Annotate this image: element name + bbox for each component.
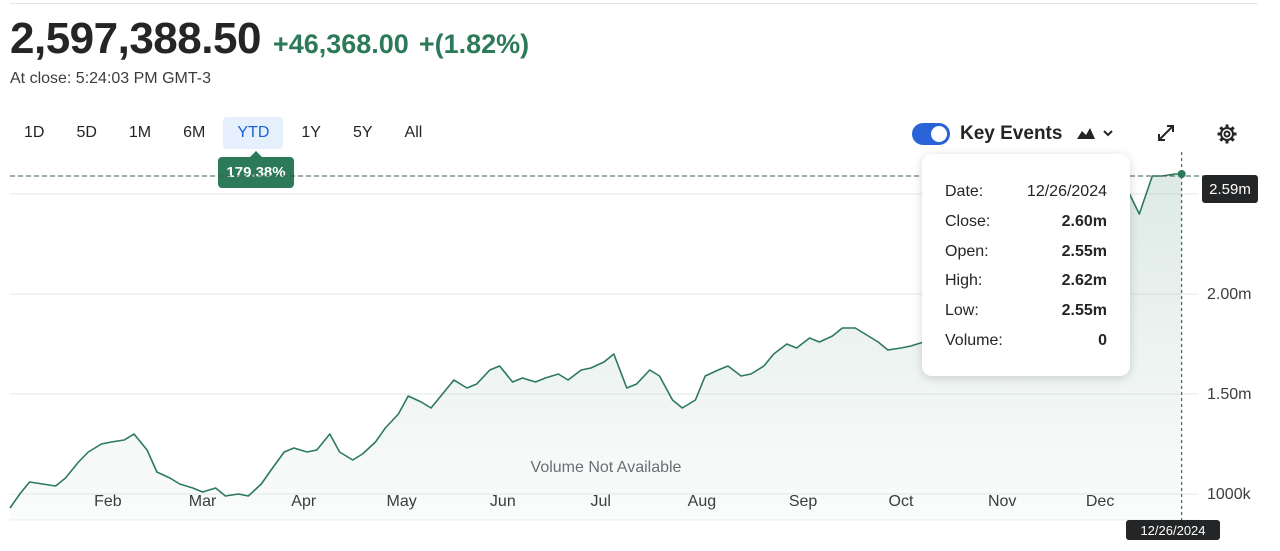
range-ytd[interactable]: YTD [223, 117, 284, 149]
x-tick-label: Dec [1086, 493, 1114, 510]
x-tick-label: Feb [94, 493, 122, 510]
tooltip-row-open: Open: 2.55m [945, 243, 1107, 260]
data-tooltip: Date: 12/26/2024 Close: 2.60m Open: 2.55… [922, 154, 1130, 376]
range-5d[interactable]: 5D [76, 124, 97, 141]
range-6m[interactable]: 6M [183, 124, 206, 141]
x-tick-label: Jun [490, 493, 516, 510]
x-tick-label: Apr [291, 493, 317, 510]
x-tick-label: Oct [889, 493, 914, 510]
x-tick-label: Mar [189, 493, 217, 510]
settings-gear-icon[interactable] [1217, 124, 1237, 144]
tooltip-row-high: High: 2.62m [945, 272, 1107, 289]
cursor-value-label: 2.59m [1202, 175, 1258, 203]
x-tick-label: Sep [789, 493, 818, 510]
tooltip-row-close: Close: 2.60m [945, 213, 1107, 230]
range-5y[interactable]: 5Y [352, 124, 373, 141]
range-1y[interactable]: 1Y [301, 124, 321, 141]
series-area [10, 174, 1182, 520]
toggle-knob [931, 126, 947, 142]
range-selector: 1D 5D 1M 6M YTD 1Y 5Y All [10, 117, 436, 149]
y-tick-label: 1.50m [1207, 386, 1251, 403]
key-events-toggle[interactable] [912, 123, 950, 145]
quote-header: 2,597,388.50 +46,368.00 +(1.82%) [10, 14, 529, 64]
x-tick-label: Jul [591, 493, 611, 510]
chevron-down-icon[interactable] [1102, 128, 1114, 138]
x-tick-label: May [387, 493, 417, 510]
cursor-date-label: 12/26/2024 [1126, 520, 1220, 540]
chart-type-icon[interactable] [1077, 126, 1095, 140]
price-change: +46,368.00 [272, 29, 409, 59]
x-tick-label: Aug [688, 493, 716, 510]
tooltip-row-volume: Volume: 0 [945, 332, 1107, 349]
close-time: At close: 5:24:03 PM GMT-3 [10, 70, 211, 87]
y-tick-label: 2.00m [1207, 286, 1251, 303]
x-tick-label: Nov [988, 493, 1016, 510]
ytd-return-badge: 179.38% [218, 151, 294, 188]
last-price: 2,597,388.50 [10, 14, 261, 63]
tooltip-row-date: Date: 12/26/2024 [945, 183, 1107, 200]
range-1m[interactable]: 1M [128, 124, 152, 141]
top-divider [10, 3, 1258, 4]
tooltip-row-low: Low: 2.55m [945, 302, 1107, 319]
cursor-point [1177, 170, 1186, 178]
expand-icon[interactable] [1157, 124, 1175, 142]
key-events-label: Key Events [960, 123, 1063, 144]
price-change-percent: +(1.82%) [418, 29, 530, 59]
range-1d[interactable]: 1D [24, 124, 45, 141]
volume-message: Volume Not Available [531, 459, 682, 476]
range-all[interactable]: All [404, 124, 423, 141]
y-tick-label: 1000k [1207, 486, 1252, 503]
